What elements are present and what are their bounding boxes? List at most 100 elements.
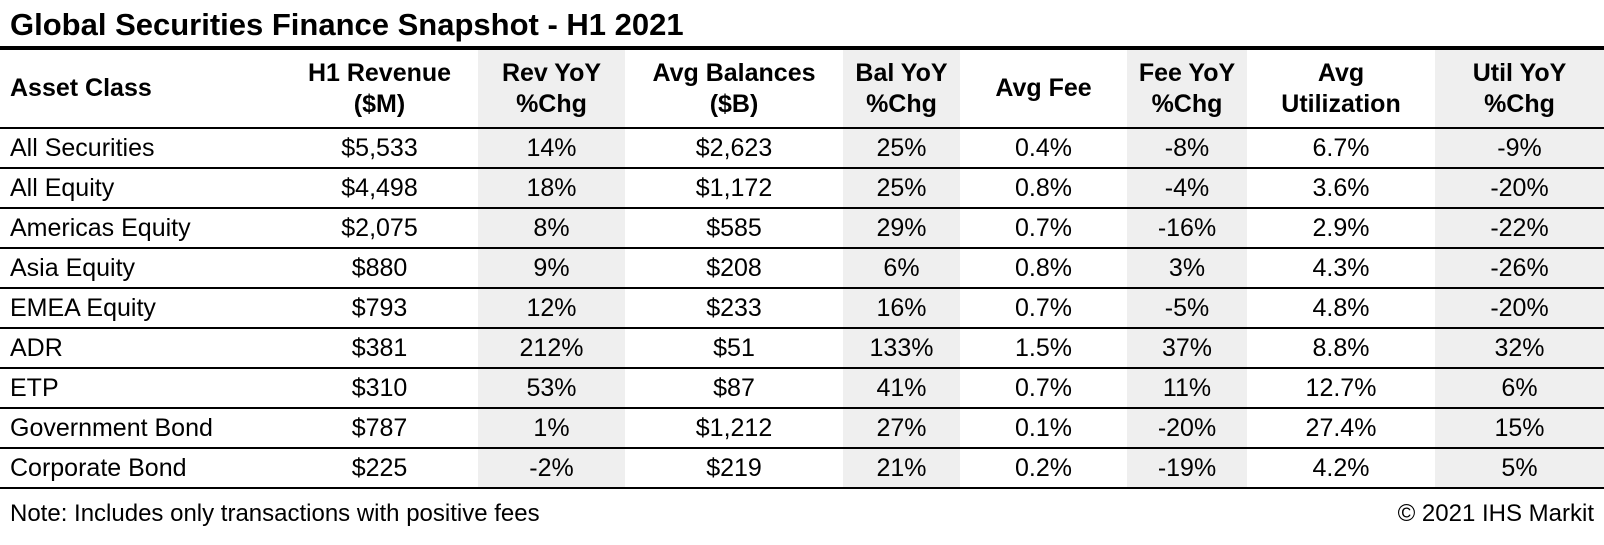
- footer: Note: Includes only transactions with po…: [0, 489, 1604, 528]
- cell-bal-yoy: 16%: [843, 288, 960, 329]
- cell-h1-revenue: $880: [281, 248, 478, 289]
- cell-avg-utilization: 4.2%: [1247, 448, 1435, 489]
- cell-bal-yoy: 41%: [843, 368, 960, 409]
- cell-rev-yoy: 18%: [478, 168, 625, 209]
- cell-h1-revenue: $225: [281, 448, 478, 489]
- column-header-fee-yoy: Fee YoY %Chg: [1127, 50, 1247, 129]
- page-title: Global Securities Finance Snapshot - H1 …: [0, 0, 1604, 50]
- column-header-util-yoy: Util YoY %Chg: [1435, 50, 1604, 129]
- cell-rev-yoy: -2%: [478, 448, 625, 489]
- table-row: EMEA Equity $793 12% $233 16% 0.7% -5% 4.8% -20%: [0, 288, 1604, 329]
- cell-avg-balances: $208: [625, 248, 843, 289]
- cell-h1-revenue: $5,533: [281, 128, 478, 169]
- table-row: All Securities $5,533 14% $2,623 25% 0.4% -8% 6…: [0, 128, 1604, 169]
- cell-avg-utilization: 8.8%: [1247, 328, 1435, 369]
- cell-bal-yoy: 133%: [843, 328, 960, 369]
- cell-h1-revenue: $2,075: [281, 208, 478, 249]
- cell-rev-yoy: 8%: [478, 208, 625, 249]
- cell-fee-yoy: -4%: [1127, 168, 1247, 209]
- cell-avg-balances: $219: [625, 448, 843, 489]
- cell-rev-yoy: 14%: [478, 128, 625, 169]
- cell-rev-yoy: 9%: [478, 248, 625, 289]
- cell-asset-class: Asia Equity: [0, 248, 281, 289]
- cell-h1-revenue: $793: [281, 288, 478, 329]
- column-header-rev-yoy: Rev YoY %Chg: [478, 50, 625, 129]
- cell-asset-class: All Equity: [0, 168, 281, 209]
- cell-fee-yoy: -8%: [1127, 128, 1247, 169]
- cell-avg-fee: 0.2%: [960, 448, 1127, 489]
- cell-avg-utilization: 4.8%: [1247, 288, 1435, 329]
- table-row: Asia Equity $880 9% $208 6% 0.8% 3% 4.3% -26%: [0, 248, 1604, 289]
- cell-avg-fee: 0.8%: [960, 248, 1127, 289]
- cell-avg-fee: 0.8%: [960, 168, 1127, 209]
- cell-bal-yoy: 27%: [843, 408, 960, 449]
- cell-fee-yoy: 3%: [1127, 248, 1247, 289]
- cell-asset-class: Corporate Bond: [0, 448, 281, 489]
- cell-rev-yoy: 212%: [478, 328, 625, 369]
- table-row: Americas Equity $2,075 8% $585 29% 0.7% -16% 2.…: [0, 208, 1604, 249]
- cell-avg-utilization: 3.6%: [1247, 168, 1435, 209]
- cell-fee-yoy: 11%: [1127, 368, 1247, 409]
- cell-rev-yoy: 12%: [478, 288, 625, 329]
- cell-util-yoy: -20%: [1435, 288, 1604, 329]
- cell-avg-utilization: 2.9%: [1247, 208, 1435, 249]
- cell-h1-revenue: $4,498: [281, 168, 478, 209]
- cell-rev-yoy: 1%: [478, 408, 625, 449]
- cell-util-yoy: 15%: [1435, 408, 1604, 449]
- column-header-h1-revenue: H1 Revenue ($M): [281, 50, 478, 129]
- cell-avg-utilization: 12.7%: [1247, 368, 1435, 409]
- cell-util-yoy: -20%: [1435, 168, 1604, 209]
- table-row: ETP $310 53% $87 41% 0.7% 11% 12.7% 6%: [0, 368, 1604, 409]
- cell-util-yoy: 5%: [1435, 448, 1604, 489]
- cell-avg-balances: $233: [625, 288, 843, 329]
- cell-avg-balances: $1,172: [625, 168, 843, 209]
- cell-util-yoy: 6%: [1435, 368, 1604, 409]
- cell-fee-yoy: -19%: [1127, 448, 1247, 489]
- cell-util-yoy: -22%: [1435, 208, 1604, 249]
- cell-asset-class: Government Bond: [0, 408, 281, 449]
- cell-util-yoy: -26%: [1435, 248, 1604, 289]
- cell-bal-yoy: 6%: [843, 248, 960, 289]
- cell-asset-class: EMEA Equity: [0, 288, 281, 329]
- footnote: Note: Includes only transactions with po…: [10, 500, 540, 527]
- cell-avg-utilization: 6.7%: [1247, 128, 1435, 169]
- column-header-avg-balances: Avg Balances ($B): [625, 50, 843, 129]
- table-header-row: Asset Class H1 Revenue ($M) Rev YoY %Chg Avg …: [0, 50, 1604, 129]
- copyright: © 2021 IHS Markit: [1397, 500, 1594, 527]
- cell-fee-yoy: -20%: [1127, 408, 1247, 449]
- table-row: Government Bond $787 1% $1,212 27% 0.1% -20% 27…: [0, 408, 1604, 449]
- cell-avg-fee: 0.7%: [960, 208, 1127, 249]
- cell-avg-balances: $2,623: [625, 128, 843, 169]
- cell-avg-balances: $1,212: [625, 408, 843, 449]
- cell-util-yoy: -9%: [1435, 128, 1604, 169]
- cell-avg-utilization: 4.3%: [1247, 248, 1435, 289]
- cell-h1-revenue: $310: [281, 368, 478, 409]
- cell-asset-class: All Securities: [0, 128, 281, 169]
- cell-avg-balances: $585: [625, 208, 843, 249]
- securities-finance-table: Asset Class H1 Revenue ($M) Rev YoY %Chg Avg …: [0, 50, 1604, 489]
- table-row: All Equity $4,498 18% $1,172 25% 0.8% -4% 3.6% -…: [0, 168, 1604, 209]
- cell-bal-yoy: 25%: [843, 168, 960, 209]
- column-header-bal-yoy: Bal YoY %Chg: [843, 50, 960, 129]
- cell-avg-balances: $51: [625, 328, 843, 369]
- cell-avg-fee: 0.7%: [960, 288, 1127, 329]
- cell-asset-class: Americas Equity: [0, 208, 281, 249]
- cell-h1-revenue: $787: [281, 408, 478, 449]
- cell-util-yoy: 32%: [1435, 328, 1604, 369]
- cell-bal-yoy: 29%: [843, 208, 960, 249]
- cell-bal-yoy: 21%: [843, 448, 960, 489]
- cell-asset-class: ADR: [0, 328, 281, 369]
- cell-avg-fee: 1.5%: [960, 328, 1127, 369]
- column-header-avg-fee: Avg Fee: [960, 50, 1127, 129]
- cell-avg-fee: 0.1%: [960, 408, 1127, 449]
- cell-avg-fee: 0.4%: [960, 128, 1127, 169]
- cell-bal-yoy: 25%: [843, 128, 960, 169]
- cell-fee-yoy: 37%: [1127, 328, 1247, 369]
- table-row: Corporate Bond $225 -2% $219 21% 0.2% -19% 4.2%…: [0, 448, 1604, 489]
- cell-h1-revenue: $381: [281, 328, 478, 369]
- cell-fee-yoy: -16%: [1127, 208, 1247, 249]
- cell-rev-yoy: 53%: [478, 368, 625, 409]
- column-header-avg-utilization: Avg Utilization: [1247, 50, 1435, 129]
- cell-avg-balances: $87: [625, 368, 843, 409]
